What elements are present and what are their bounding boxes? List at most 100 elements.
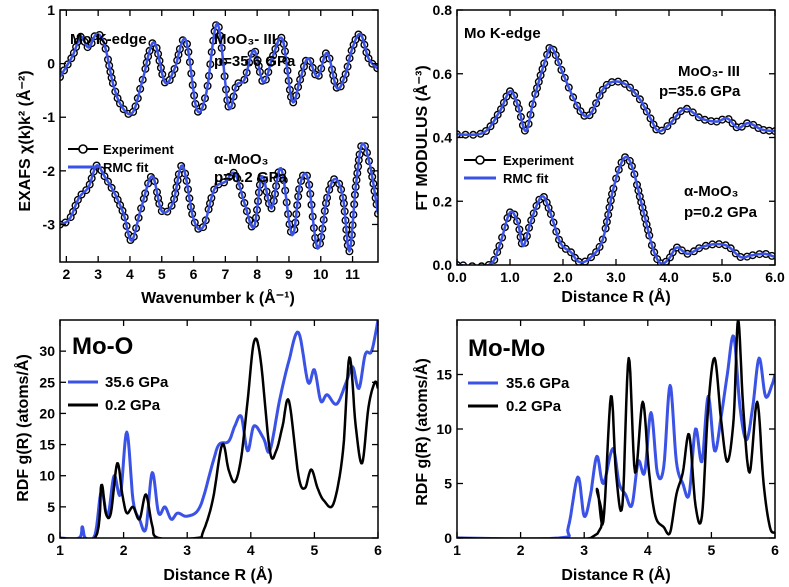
y-tick-label: 25 — [39, 374, 55, 390]
series-line — [60, 22, 378, 116]
series-line — [457, 334, 775, 538]
x-tick-label: 1 — [56, 542, 64, 558]
exafs-pressure-high: p=35.6 GPa — [214, 53, 296, 70]
ft-alpha-label: α-MoO₃ — [684, 183, 739, 200]
exafs-ylabel: EXAFS χ(k)k² (Å⁻²) — [15, 70, 34, 211]
y-tick-label: 5 — [444, 476, 452, 492]
plot-frame — [59, 319, 379, 539]
experiment-point — [468, 262, 477, 265]
exafs-alpha-label: α-MoO₃ — [214, 151, 269, 168]
x-tick-label: 6.0 — [765, 269, 785, 285]
y-tick-label: 15 — [436, 367, 452, 383]
legend-experiment-marker — [475, 155, 485, 165]
series-line — [60, 142, 378, 253]
y-tick-label: 10 — [436, 421, 452, 437]
y-tick-label: 0.6 — [433, 66, 453, 82]
experiment-point — [477, 262, 486, 265]
y-tick-label: 15 — [39, 437, 55, 453]
ft-xlabel: Distance R (Å) — [561, 287, 670, 306]
x-tick-label: 2 — [62, 266, 70, 282]
y-tick-label: 30 — [39, 343, 55, 359]
legend-experiment-label: Experiment — [503, 153, 574, 168]
exafs-phase-iii-label: MoO₃- III — [214, 31, 276, 48]
rdf-mo-o-legend: 35.6 GPa 0.2 GPa — [68, 374, 169, 414]
exafs-legend: Experiment RMC fit — [68, 142, 174, 175]
x-tick-label: 3 — [580, 542, 588, 558]
x-tick-label: 5 — [708, 542, 716, 558]
ft-ylabel: FT MODULUS (Å⁻³) — [412, 65, 431, 210]
ft-pressure-low: p=0.2 GPa — [684, 204, 758, 221]
x-tick-label: 3 — [94, 266, 102, 282]
x-tick-label: 9 — [285, 266, 293, 282]
x-tick-label: 2 — [517, 542, 525, 558]
x-tick-label: 6 — [771, 542, 779, 558]
y-tick-label: 0 — [444, 530, 452, 546]
rdf-mo-mo-panel: 1 2 3 4 5 6 0 5 10 15 Mo-Mo 35.6 GPa 0.2 GPa Dist… — [412, 319, 779, 584]
y-tick-label: 0.2 — [433, 193, 453, 209]
x-tick-label: 1.0 — [500, 269, 520, 285]
exafs-edge-label: Mo K-edge — [70, 31, 147, 48]
rdf-mo-o-xlabel: Distance R (Å) — [163, 565, 272, 584]
series-line — [457, 155, 775, 265]
y-tick-label: 0 — [47, 56, 55, 72]
plot-frame — [59, 9, 379, 263]
x-tick-label: 7 — [221, 266, 229, 282]
rdf-mo-mo-plot-area: 1 2 3 4 5 6 0 5 10 15 — [436, 319, 779, 558]
x-tick-label: 4 — [247, 542, 255, 558]
y-tick-label: 5 — [47, 499, 55, 515]
legend-experiment-label: Experiment — [103, 142, 174, 157]
ft-edge-label: Mo K-edge — [464, 25, 541, 42]
ft-phase-iii-label: MoO₃- III — [678, 63, 740, 80]
ft-legend: Experiment RMC fit — [464, 153, 574, 186]
legend-low-label: 0.2 GPa — [105, 397, 161, 414]
rdf-mo-mo-title: Mo-Mo — [468, 335, 545, 362]
legend-rmc-label: RMC fit — [103, 160, 149, 175]
x-tick-label: 5.0 — [712, 269, 732, 285]
y-tick-label: -1 — [43, 109, 56, 125]
x-tick-label: 8 — [253, 266, 261, 282]
rdf-mo-o-ylabel: RDF g(R) (atoms/Å) — [13, 354, 32, 502]
ft-pressure-high: p=35.6 GPa — [659, 83, 741, 100]
y-tick-label: -3 — [43, 216, 56, 232]
x-tick-label: 4 — [644, 542, 652, 558]
x-tick-label: 4 — [126, 266, 134, 282]
legend-experiment-marker — [78, 144, 88, 154]
x-tick-label: 6 — [190, 266, 198, 282]
y-tick-label: 0.8 — [433, 2, 453, 18]
y-tick-label: 0.4 — [433, 130, 453, 146]
y-tick-label: 0 — [47, 530, 55, 546]
y-tick-label: 10 — [39, 468, 55, 484]
x-tick-label: 11 — [345, 266, 360, 282]
legend-high-label: 35.6 GPa — [506, 375, 570, 392]
y-tick-label: 0.0 — [433, 257, 453, 273]
exafs-pressure-low: p=0.2 GPa — [214, 169, 288, 186]
rdf-mo-mo-ylabel: RDF g(R) (atoms/Å) — [412, 358, 431, 506]
x-tick-label: 0.0 — [447, 269, 467, 285]
x-tick-label: 2.0 — [553, 269, 573, 285]
y-tick-label: 20 — [39, 405, 55, 421]
x-tick-label: 3.0 — [606, 269, 626, 285]
x-tick-label: 1 — [453, 542, 461, 558]
x-tick-label: 5 — [311, 542, 319, 558]
legend-high-label: 35.6 GPa — [105, 374, 169, 391]
ft-panel: 0.0 1.0 2.0 3.0 4.0 5.0 6.0 0.0 0.2 0.4 0.6 0.8 Mo … — [412, 2, 785, 306]
rdf-mo-o-panel: 1 2 3 4 5 6 0 5 10 15 20 25 30 Mo-O 35.6 GPa 0.2 GPa… — [13, 319, 382, 584]
series-line — [60, 337, 378, 538]
x-tick-label: 3 — [183, 542, 191, 558]
legend-rmc-label: RMC fit — [503, 171, 549, 186]
x-tick-label: 10 — [313, 266, 329, 282]
rdf-mo-o-plot-area: 1 2 3 4 5 6 0 5 10 15 20 25 30 — [39, 319, 382, 558]
x-tick-label: 5 — [158, 266, 166, 282]
series-line — [457, 45, 775, 137]
y-tick-label: -2 — [43, 163, 56, 179]
x-tick-label: 4.0 — [659, 269, 679, 285]
x-tick-label: 2 — [120, 542, 128, 558]
series-line — [457, 320, 775, 538]
rdf-mo-o-title: Mo-O — [72, 333, 133, 360]
rdf-mo-mo-legend: 35.6 GPa 0.2 GPa — [468, 375, 570, 415]
x-tick-label: 6 — [374, 542, 382, 558]
rdf-mo-mo-xlabel: Distance R (Å) — [561, 565, 670, 584]
